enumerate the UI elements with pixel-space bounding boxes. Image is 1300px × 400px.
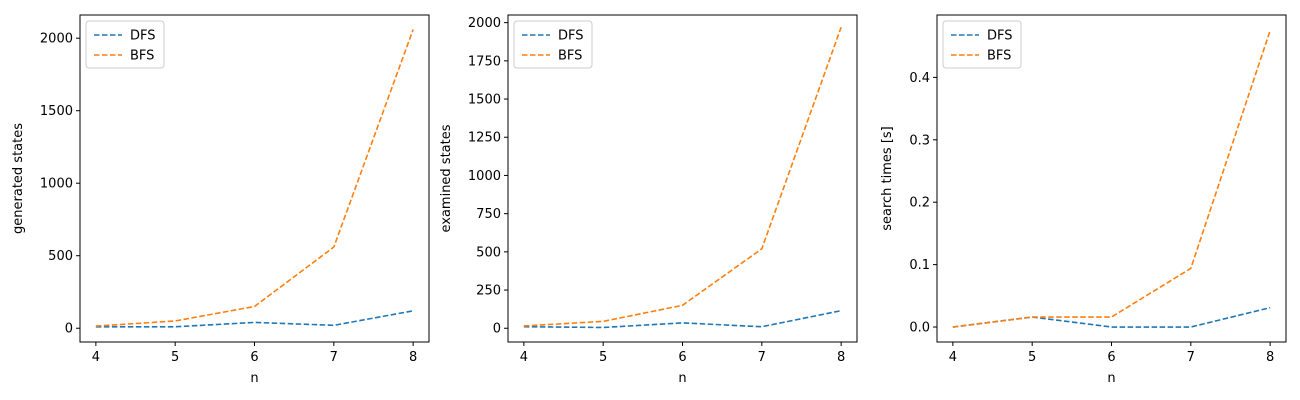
y-tick-label: 0.4: [909, 71, 930, 86]
series-line-bfs: [523, 26, 842, 327]
legend-box: [513, 20, 593, 69]
x-tick-label: 8: [1266, 350, 1274, 365]
legend-box: [85, 20, 165, 69]
x-tick-label: 7: [758, 350, 766, 365]
y-tick-label: 1500: [468, 93, 501, 108]
y-tick-label: 0.0: [909, 321, 930, 336]
legend-label-dfs: DFS: [558, 29, 584, 44]
legend-label-bfs: BFS: [130, 49, 154, 64]
y-tick-label: 2000: [40, 32, 73, 47]
legend: DFS BFS: [942, 20, 1022, 69]
y-tick-label: 0: [493, 322, 501, 337]
y-tick-label: 500: [48, 249, 73, 264]
x-tick-label: 4: [520, 350, 528, 365]
x-tick-label: 7: [1187, 350, 1195, 365]
x-tick-label: 4: [949, 350, 957, 365]
x-tick-label: 8: [409, 350, 417, 365]
y-axis-label: search times [s]: [880, 126, 895, 231]
series-line-bfs: [952, 30, 1271, 328]
y-tick-label: 1000: [40, 177, 73, 192]
chart-panel-3: 4 5 6 7 8 0.0 0.1 0.2 0.3 0.4 n search times [s] DFS…: [880, 14, 1287, 386]
y-axis-label: generated states: [11, 123, 26, 234]
y-tick-label: 750: [476, 207, 501, 222]
legend-box: [942, 20, 1022, 69]
x-tick-label: 4: [92, 350, 100, 365]
x-tick-label: 6: [678, 350, 686, 365]
x-tick-label: 7: [330, 350, 338, 365]
y-tick-label: 0.2: [909, 196, 930, 211]
y-tick-label: 500: [476, 245, 501, 260]
legend: DFS BFS: [513, 20, 593, 69]
y-axis-label: examined states: [439, 124, 454, 232]
x-tick-label: 5: [1028, 350, 1036, 365]
chart-panel-1: 4 5 6 7 8 0 500 1000 1500 2000 n generated states DF…: [11, 14, 430, 386]
chart-panel-2: 4 5 6 7 8 0 250 500 750 1000 1250 1500 1750 2000 n exam…: [439, 14, 858, 386]
y-tick-label: 250: [476, 284, 501, 299]
x-tick-label: 6: [250, 350, 258, 365]
y-tick-label: 0.1: [909, 258, 930, 273]
series-line-dfs: [952, 306, 1271, 328]
legend-label-dfs: DFS: [987, 29, 1013, 44]
x-axis-label: n: [678, 371, 686, 386]
series-line-bfs: [95, 29, 414, 327]
x-axis-label: n: [1107, 371, 1115, 386]
y-tick-label: 0.3: [909, 133, 930, 148]
y-tick-label: 1750: [468, 54, 501, 69]
y-tick-label: 2000: [468, 16, 501, 31]
series-line-dfs: [95, 310, 414, 328]
y-tick-label: 1000: [468, 169, 501, 184]
y-tick-label: 1250: [468, 131, 501, 146]
x-tick-label: 5: [171, 350, 179, 365]
x-tick-label: 6: [1107, 350, 1115, 365]
x-axis-label: n: [250, 371, 258, 386]
x-tick-label: 8: [837, 350, 845, 365]
y-tick-label: 1500: [40, 104, 73, 119]
legend-label-bfs: BFS: [987, 49, 1011, 64]
y-tick-label: 0: [65, 322, 73, 337]
legend-label-bfs: BFS: [558, 49, 582, 64]
legend-label-dfs: DFS: [130, 29, 156, 44]
series-line-dfs: [523, 309, 842, 329]
legend: DFS BFS: [85, 20, 165, 69]
x-tick-label: 5: [599, 350, 607, 365]
